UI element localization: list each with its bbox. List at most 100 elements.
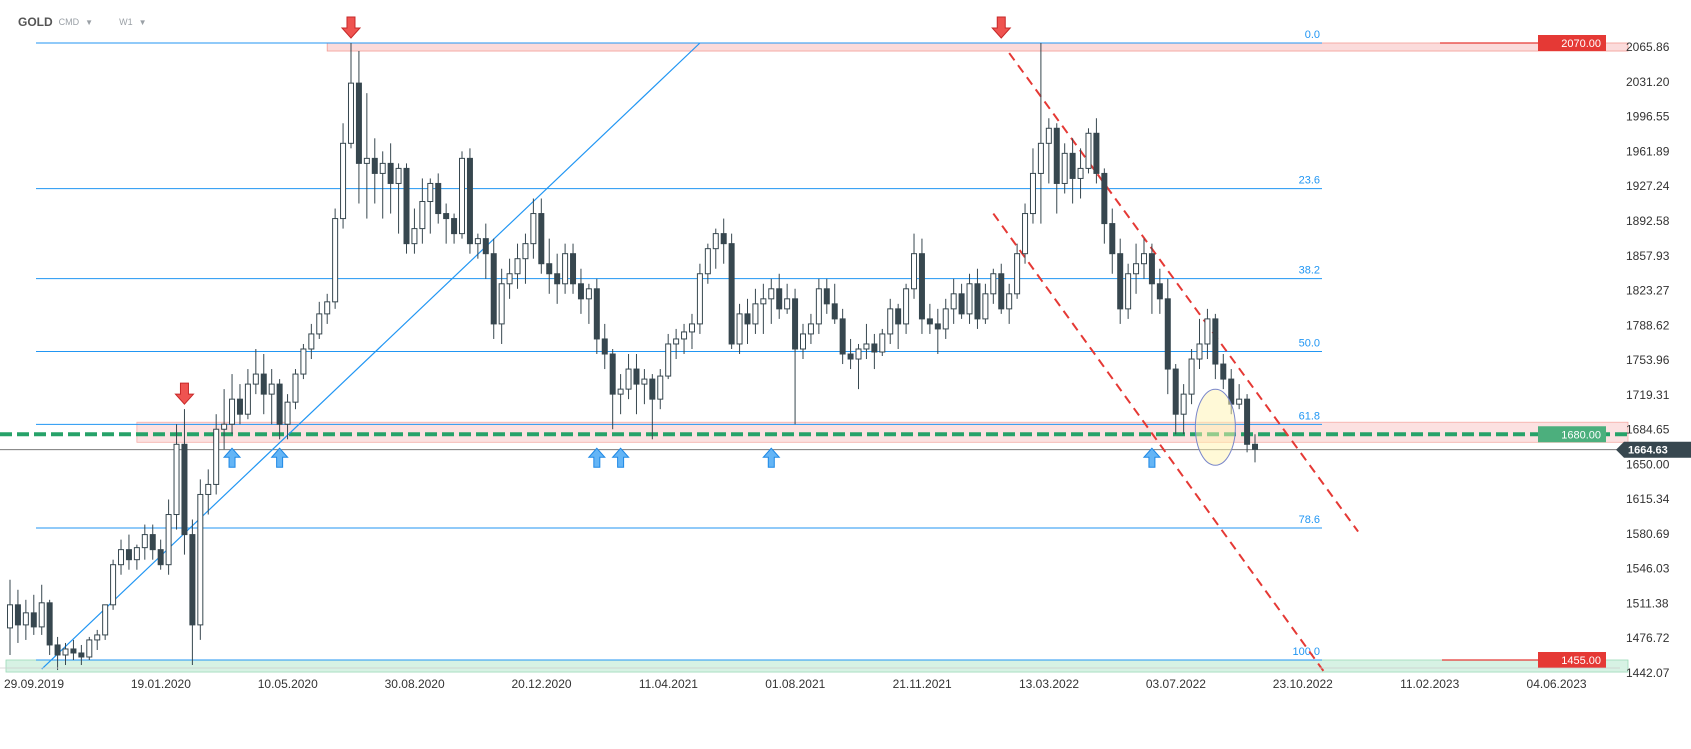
- candle: [1109, 208, 1116, 274]
- candle: [1093, 118, 1100, 184]
- candle-body: [942, 308, 949, 330]
- candle-body: [1022, 213, 1029, 255]
- candle-body: [1093, 132, 1100, 174]
- candle: [855, 343, 862, 390]
- candle-body: [625, 368, 632, 390]
- candle-body: [918, 253, 925, 320]
- candle-body: [593, 288, 600, 340]
- candle: [173, 424, 180, 530]
- y-tick-label: 1788.62: [1626, 318, 1670, 332]
- candle-body: [649, 378, 656, 400]
- candle: [839, 308, 846, 365]
- candle-body: [998, 273, 1005, 310]
- chevron-down-icon[interactable]: ▼: [85, 17, 94, 27]
- candle-body: [1101, 172, 1108, 225]
- candle-body: [1069, 152, 1076, 179]
- candle: [784, 283, 791, 314]
- candle-body: [871, 343, 878, 353]
- candle-body: [332, 218, 339, 303]
- candle-body: [1164, 298, 1171, 370]
- candle-body: [419, 201, 426, 230]
- candle-body: [260, 373, 267, 395]
- symbol-name[interactable]: GOLD: [18, 15, 53, 29]
- candle-body: [371, 157, 378, 174]
- candle: [466, 148, 473, 254]
- fib-level-label: 100.0: [1292, 646, 1320, 658]
- chevron-down-icon[interactable]: ▼: [138, 17, 147, 27]
- candle: [474, 233, 481, 259]
- down-arrow-icon: [340, 16, 362, 39]
- candle-body: [149, 534, 156, 551]
- candle-body: [1117, 253, 1124, 310]
- candle: [46, 599, 53, 655]
- price-label-support-bg: [1538, 426, 1606, 443]
- price-label-resistance: 2070.00: [1561, 38, 1601, 50]
- candle: [125, 534, 132, 570]
- candle-body: [577, 283, 584, 300]
- candle: [538, 198, 545, 274]
- candle: [649, 374, 656, 440]
- candle-body: [466, 157, 473, 245]
- candle: [395, 163, 402, 234]
- candle-body: [46, 602, 53, 646]
- candle: [823, 278, 830, 314]
- candle-body: [554, 273, 561, 285]
- channel-line: [992, 212, 1328, 676]
- candle: [633, 354, 640, 415]
- candle-body: [395, 167, 402, 184]
- candle: [205, 469, 212, 515]
- candle-body: [720, 233, 727, 245]
- candle-body: [308, 333, 315, 350]
- low-zone: [5, 659, 1629, 673]
- candle: [54, 636, 61, 671]
- candle: [78, 644, 85, 666]
- candle: [498, 268, 505, 344]
- candle: [229, 374, 236, 435]
- candle-body: [538, 213, 545, 265]
- candle-body: [205, 483, 212, 495]
- candle-body: [855, 348, 862, 360]
- candle: [1053, 123, 1060, 214]
- candle: [1236, 384, 1243, 410]
- candle: [1045, 118, 1052, 184]
- candle-body: [165, 514, 172, 566]
- candle-body: [1236, 398, 1243, 405]
- candle-body: [696, 273, 703, 325]
- candle-body: [800, 333, 806, 350]
- price-label-low-bg: [1538, 652, 1606, 668]
- candle: [641, 369, 648, 405]
- candle-body: [173, 443, 180, 516]
- rising-trendline: [41, 42, 701, 670]
- y-tick-label: 1927.24: [1626, 179, 1670, 193]
- candle: [157, 539, 164, 570]
- candle-body: [665, 343, 672, 377]
- candle: [942, 298, 949, 339]
- candle-body: [482, 238, 489, 255]
- candle: [546, 238, 553, 294]
- timeframe-selector[interactable]: W1: [119, 17, 133, 27]
- x-tick-label: 20.12.2020: [511, 677, 571, 691]
- up-arrow-shape: [270, 447, 289, 468]
- y-tick-label: 1650.00: [1626, 457, 1670, 471]
- y-tick-label: 1996.55: [1626, 110, 1670, 124]
- candle: [792, 288, 799, 425]
- candle: [1140, 238, 1147, 279]
- fibonacci-layer: 0.0 23.6 38.2 50.0 61.8 78.6 100.0: [36, 29, 1322, 661]
- candle: [681, 323, 688, 355]
- candle-body: [181, 443, 188, 536]
- y-tick-label: 1684.65: [1626, 423, 1670, 437]
- candle-body: [292, 373, 299, 403]
- candle-body: [1220, 363, 1227, 380]
- candle: [197, 479, 204, 640]
- y-tick-label: 1546.03: [1626, 562, 1670, 576]
- up-arrow-icon: [587, 447, 606, 468]
- candle-body: [784, 298, 791, 310]
- candle-body: [1077, 167, 1084, 179]
- candle-body: [807, 323, 814, 335]
- candle: [347, 43, 354, 149]
- candle: [459, 151, 466, 239]
- candle: [1188, 348, 1195, 405]
- x-tick-label: 11.04.2021: [639, 677, 698, 691]
- y-tick-label: 1892.58: [1626, 214, 1670, 228]
